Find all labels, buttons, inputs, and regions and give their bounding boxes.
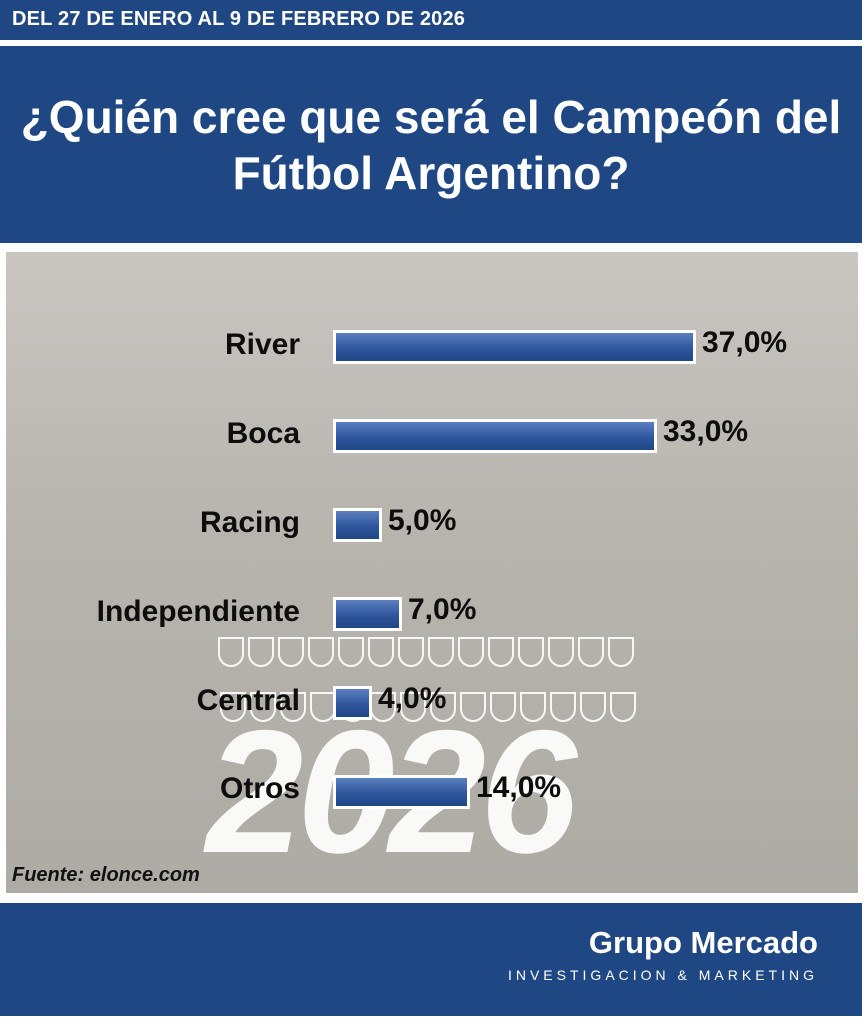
footer-banner: Grupo Mercado INVESTIGACION & MARKETING	[0, 903, 862, 1016]
club-crest-icon	[218, 637, 244, 667]
category-label: Boca	[226, 417, 300, 450]
club-crest-icon	[520, 692, 546, 722]
club-crest-icon	[460, 692, 486, 722]
club-crest-icon	[308, 637, 334, 667]
club-crest-icon	[250, 692, 276, 722]
club-crest-icon	[578, 637, 604, 667]
club-crest-icon	[338, 637, 364, 667]
club-crest-icon	[248, 637, 274, 667]
category-label: River	[224, 328, 300, 361]
bar-central	[333, 686, 372, 720]
brand-tagline: INVESTIGACION & MARKETING	[507, 967, 818, 983]
club-crest-icon	[220, 692, 246, 722]
category-label: Racing	[199, 506, 300, 539]
data-label: 37,0%	[702, 326, 788, 359]
bar-racing	[333, 508, 382, 542]
date-range-bar: DEL 27 DE ENERO AL 9 DE FEBRERO DE 2026	[0, 0, 862, 40]
club-crest-icon	[580, 692, 606, 722]
bar-river	[333, 330, 696, 364]
club-crest-icon	[608, 637, 634, 667]
club-crest-icon	[548, 637, 574, 667]
club-crest-icon	[430, 692, 456, 722]
club-crest-icon	[518, 637, 544, 667]
club-crest-icon	[488, 637, 514, 667]
data-label: 33,0%	[663, 415, 749, 448]
club-crest-icon	[280, 692, 306, 722]
club-crest-icon	[490, 692, 516, 722]
club-crest-icon	[458, 637, 484, 667]
category-label: Central	[196, 684, 300, 717]
title-banner: ¿Quién cree que será el Campeón del Fútb…	[0, 46, 862, 243]
data-label: 5,0%	[388, 504, 457, 537]
club-crests-row-1	[218, 637, 634, 671]
club-crest-icon	[428, 637, 454, 667]
club-crest-icon	[610, 692, 636, 722]
source-note: Fuente: elonce.com	[12, 864, 200, 886]
chart-panel: 2026 River Boca Racing Independiente	[6, 252, 858, 893]
date-range-text: DEL 27 DE ENERO AL 9 DE FEBRERO DE 2026	[12, 8, 466, 30]
brand-name: Grupo Mercado	[588, 925, 818, 960]
club-crest-icon	[400, 692, 426, 722]
data-label: 7,0%	[408, 593, 477, 626]
club-crest-icon	[368, 637, 394, 667]
category-label: Otros	[219, 772, 300, 805]
club-crest-icon	[550, 692, 576, 722]
chart-title: ¿Quién cree que será el Campeón del Fútb…	[20, 90, 842, 199]
bar-otros	[333, 775, 470, 809]
club-crests-row-2	[220, 692, 636, 726]
bar-independiente	[333, 597, 402, 631]
bar-boca	[333, 419, 657, 453]
data-label: 14,0%	[476, 771, 562, 804]
club-crest-icon	[278, 637, 304, 667]
club-crest-icon	[398, 637, 424, 667]
data-label: 4,0%	[378, 682, 447, 715]
category-label: Independiente	[96, 595, 300, 628]
